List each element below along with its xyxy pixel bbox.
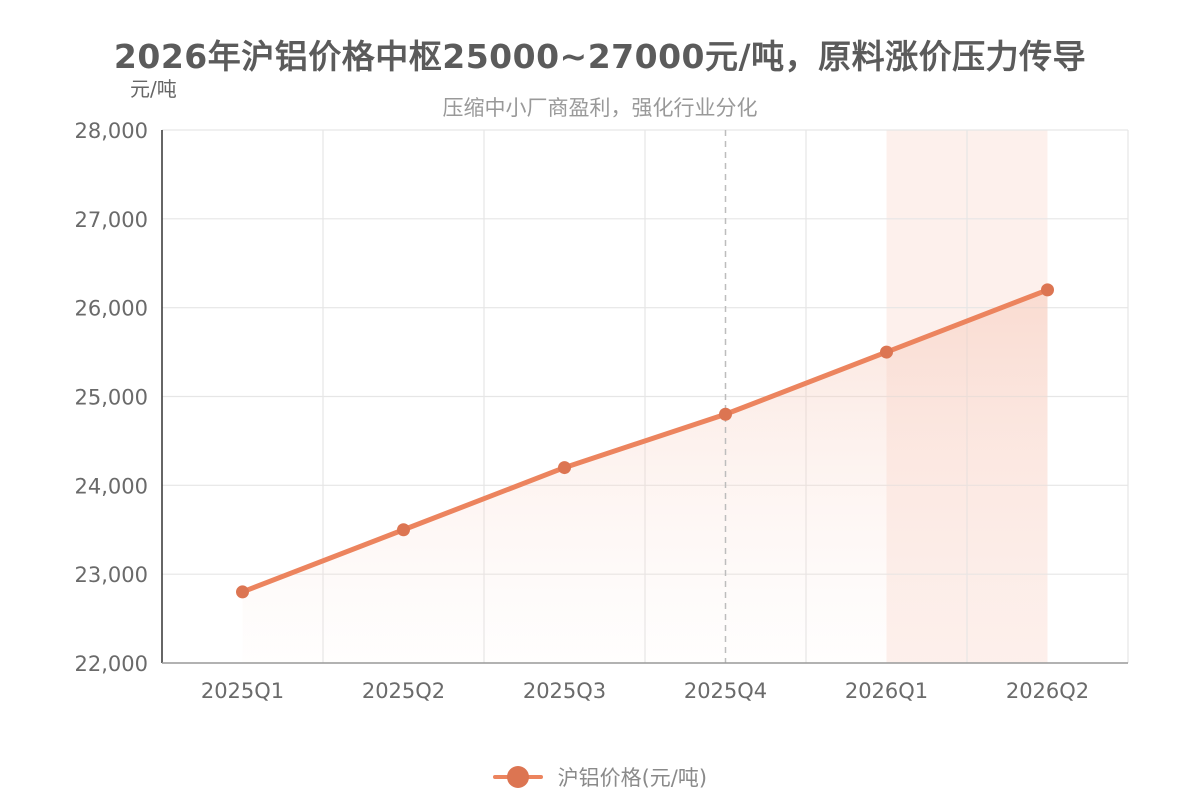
series-area-fill [242, 289, 1048, 663]
y-axis-unit-label: 元/吨 [130, 77, 177, 101]
data-point [397, 523, 410, 537]
series-line [240, 287, 1050, 595]
y-tick-label: 24,000 [75, 474, 148, 498]
chart-title: 2026年沪铝价格中枢25000~27000元/吨，原料涨价压力传导 [113, 37, 1087, 76]
chart-subtitle: 压缩中小厂商盈利，强化行业分化 [442, 96, 758, 120]
y-tick-label: 25,000 [75, 386, 148, 410]
data-point [236, 585, 249, 599]
x-tick-label: 2025Q1 [201, 679, 284, 703]
y-tick-label: 23,000 [75, 563, 148, 587]
x-tick-label: 2025Q3 [523, 679, 606, 703]
data-point [880, 345, 893, 359]
y-tick-label: 28,000 [75, 119, 148, 143]
x-tick-label: 2025Q4 [684, 679, 767, 703]
data-point [558, 461, 571, 475]
y-tick-label: 22,000 [75, 652, 148, 676]
x-tick-label: 2026Q1 [845, 679, 928, 703]
x-tick-label: 2026Q2 [1006, 679, 1089, 703]
y-tick-label: 26,000 [75, 297, 148, 321]
data-point [1041, 283, 1054, 297]
legend-marker [492, 766, 543, 788]
y-tick-label: 27,000 [75, 208, 148, 232]
legend[interactable]: 沪铝价格(元/吨) [0, 762, 1200, 792]
x-tick-label: 2025Q2 [362, 679, 445, 703]
legend-label: 沪铝价格(元/吨) [557, 766, 708, 790]
data-point [719, 407, 732, 421]
